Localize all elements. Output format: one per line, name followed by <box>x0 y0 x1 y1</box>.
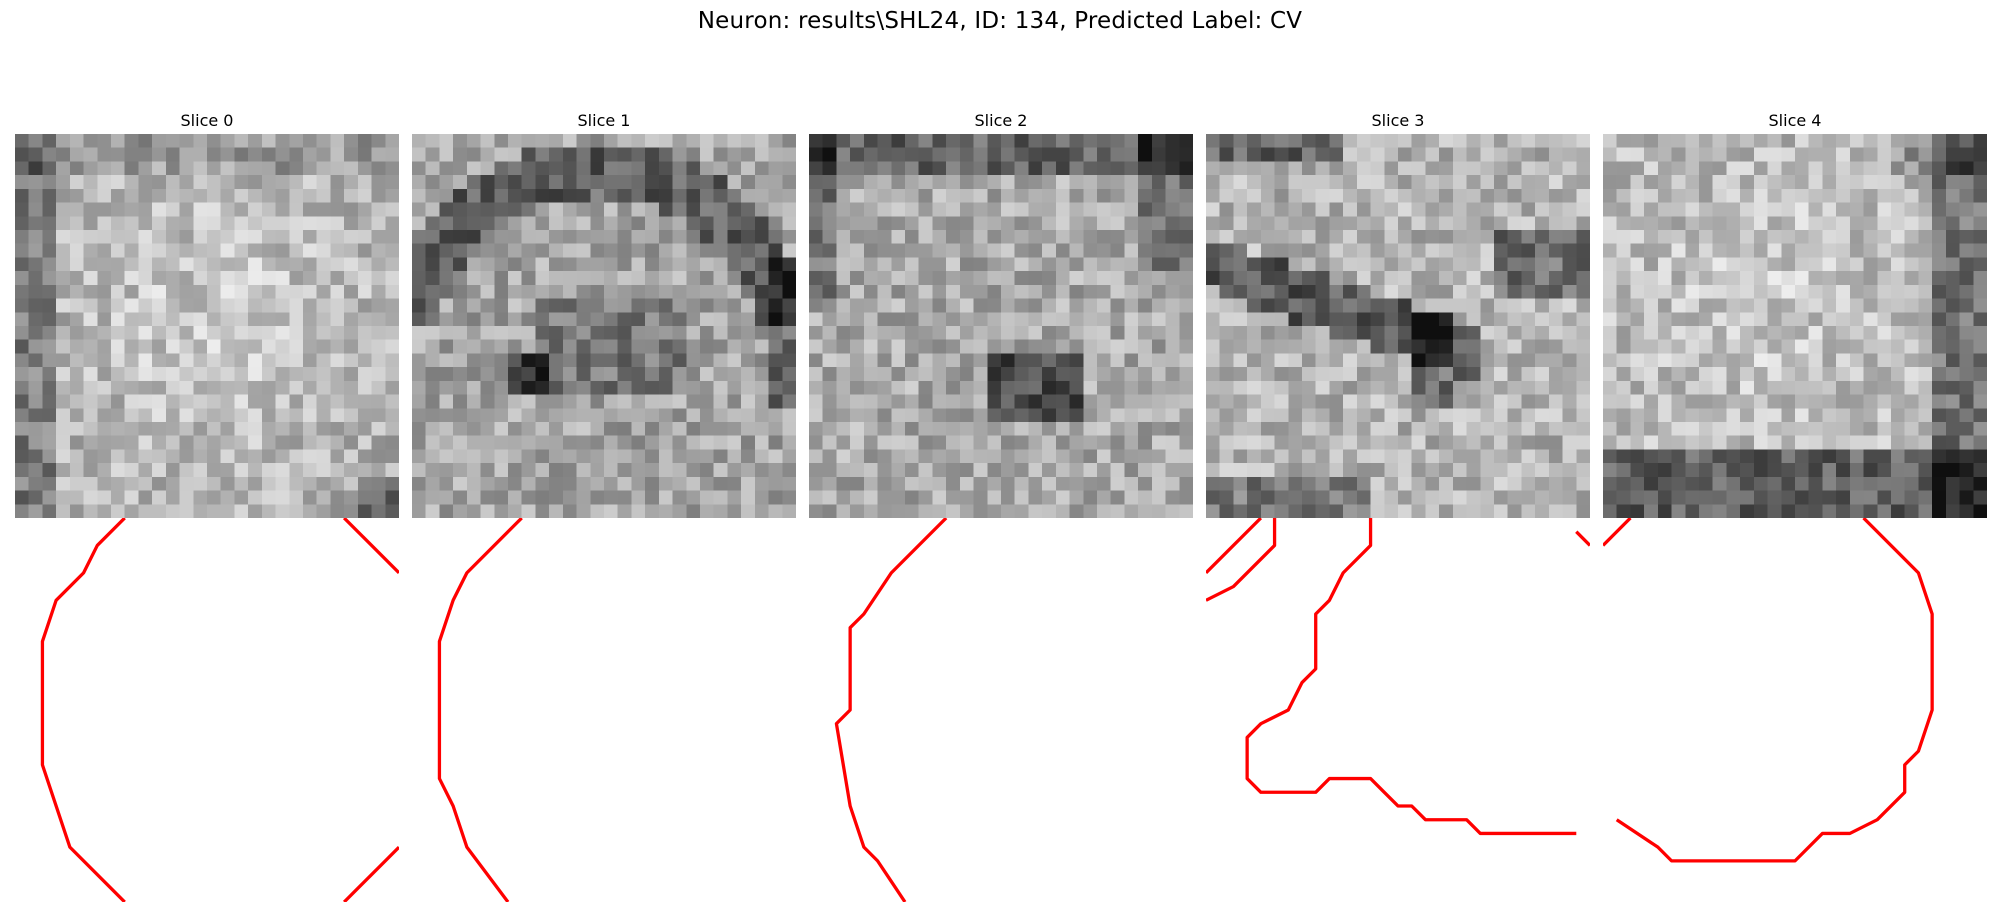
slice-image-2 <box>809 134 1193 518</box>
contour-overlay-3 <box>1204 516 1592 836</box>
contour-line <box>342 845 401 904</box>
slice-title-3: Slice 3 <box>1371 111 1425 130</box>
slice-image-3 <box>1206 134 1590 518</box>
figure-title: Neuron: results\SHL24, ID: 134, Predicte… <box>697 8 1303 34</box>
contour-overlay-2 <box>834 516 948 903</box>
slice-panel-0: Slice 0 <box>15 108 401 906</box>
contour-line <box>40 516 126 904</box>
contour-line <box>437 516 523 903</box>
contour-line <box>1575 530 1592 547</box>
slice-title-1: Slice 1 <box>577 111 631 130</box>
slice-image-1 <box>412 134 796 518</box>
contour-overlay-4 <box>1601 516 1934 863</box>
contour-line <box>1615 516 1934 863</box>
slice-title-0: Slice 0 <box>180 111 234 130</box>
contour-line <box>1245 518 1577 836</box>
contour-overlay-0 <box>40 516 401 904</box>
slice-panel-1: Slice 1 <box>412 108 796 906</box>
contour-line <box>834 516 948 903</box>
contour-line <box>1205 518 1277 602</box>
slice-panel-2: Slice 2 <box>809 108 1193 906</box>
slice-title-2: Slice 2 <box>974 111 1028 130</box>
slice-panel-3: Slice 3 <box>1204 108 1592 906</box>
contour-line <box>342 516 401 575</box>
slice-title-4: Slice 4 <box>1768 111 1822 130</box>
slice-panel-4: Slice 4 <box>1601 108 1987 906</box>
slice-image-0 <box>15 134 399 518</box>
slice-image-4 <box>1603 134 1987 518</box>
contour-overlay-1 <box>437 516 523 903</box>
contour-line <box>1601 516 1632 547</box>
contour-line <box>1204 516 1263 575</box>
